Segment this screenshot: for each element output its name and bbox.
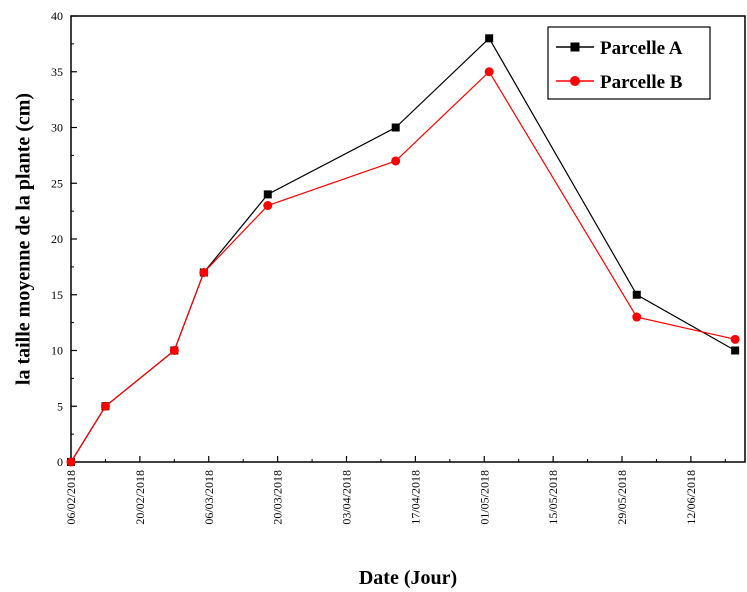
x-tick-label: 03/04/2018 xyxy=(340,470,354,525)
y-tick-label: 15 xyxy=(51,288,63,302)
series-layer xyxy=(66,34,740,467)
data-point xyxy=(485,34,494,43)
y-tick-label: 5 xyxy=(57,399,63,413)
x-tick-label: 15/05/2018 xyxy=(546,470,560,525)
legend-label: Parcelle A xyxy=(600,38,683,59)
data-point xyxy=(100,401,110,411)
plot-frame xyxy=(70,15,746,463)
data-point xyxy=(391,156,401,166)
legend-marker xyxy=(570,42,580,52)
x-tick-label: 06/02/2018 xyxy=(64,470,78,525)
data-point xyxy=(730,334,740,344)
series-line xyxy=(70,37,736,463)
y-tick-label: 35 xyxy=(51,65,63,79)
data-point xyxy=(391,123,400,132)
legend-box xyxy=(547,26,711,100)
series-line xyxy=(70,70,736,463)
data-point xyxy=(199,267,209,277)
data-point xyxy=(632,290,641,299)
x-tick-label: 29/05/2018 xyxy=(615,470,629,525)
data-point xyxy=(263,201,273,211)
x-tick-label: 12/06/2018 xyxy=(684,470,698,525)
data-point xyxy=(66,457,76,467)
x-tick-label: 20/02/2018 xyxy=(133,470,147,525)
data-point xyxy=(484,67,494,77)
x-tick-label: 01/05/2018 xyxy=(477,470,491,525)
x-tick-label: 20/03/2018 xyxy=(271,470,285,525)
y-tick-label: 0 xyxy=(57,455,63,469)
y-tick-label: 25 xyxy=(51,176,63,190)
legend: Parcelle A Parcelle B xyxy=(547,26,711,100)
y-tick-label: 20 xyxy=(51,232,63,246)
data-point xyxy=(632,312,642,322)
y-axis-title: la taille moyenne de la plante (cm) xyxy=(13,93,35,385)
y-tick-label: 30 xyxy=(51,121,63,135)
x-tick-label: 06/03/2018 xyxy=(202,470,216,525)
x-axis-title: Date (Jour) xyxy=(359,567,457,589)
series-b xyxy=(66,67,740,467)
data-point xyxy=(731,346,740,355)
data-point xyxy=(263,190,272,199)
x-tick-labels: 06/02/2018 20/02/2018 06/03/2018 20/03/2018… xyxy=(64,470,698,525)
y-tick-labels: 0 5 10 15 20 25 30 35 40 xyxy=(51,9,63,469)
legend-marker xyxy=(570,76,580,86)
y-tick-label: 40 xyxy=(51,9,63,23)
legend-label: Parcelle B xyxy=(600,72,683,93)
data-point xyxy=(169,346,179,355)
y-tick-label: 10 xyxy=(51,344,63,358)
x-tick-label: 17/04/2018 xyxy=(408,470,422,525)
